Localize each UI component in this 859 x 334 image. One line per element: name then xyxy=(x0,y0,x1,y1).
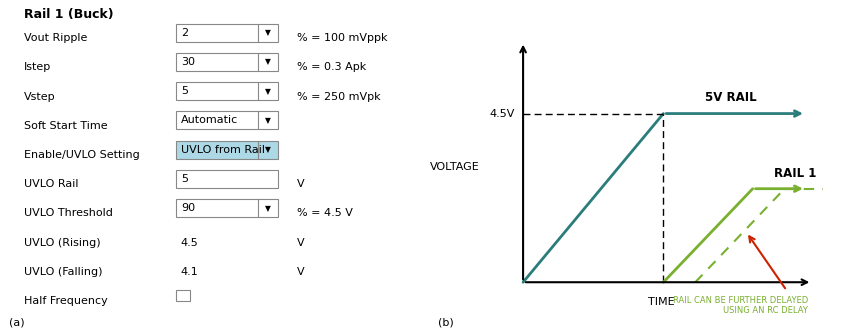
Text: 30: 30 xyxy=(181,57,195,67)
Text: 5: 5 xyxy=(181,86,188,96)
Text: UVLO Rail: UVLO Rail xyxy=(24,179,78,189)
Text: UVLO from Rail: UVLO from Rail xyxy=(181,145,265,155)
Text: V: V xyxy=(297,179,305,189)
Text: ▼: ▼ xyxy=(265,87,271,96)
Text: ▼: ▼ xyxy=(265,28,271,37)
Text: 2: 2 xyxy=(181,28,188,38)
Text: Half Frequency: Half Frequency xyxy=(24,296,107,306)
Text: V: V xyxy=(297,237,305,247)
Text: Vstep: Vstep xyxy=(24,92,56,102)
Bar xyxy=(176,290,190,301)
Text: % = 0.3 Apk: % = 0.3 Apk xyxy=(297,62,367,72)
Text: TIME: TIME xyxy=(648,297,674,307)
Text: % = 4.5 V: % = 4.5 V xyxy=(297,208,353,218)
Text: (a): (a) xyxy=(9,317,24,327)
Text: 5: 5 xyxy=(181,174,188,184)
Bar xyxy=(176,199,277,217)
Text: Soft Start Time: Soft Start Time xyxy=(24,121,107,131)
Text: ▼: ▼ xyxy=(265,116,271,125)
Text: 5V RAIL: 5V RAIL xyxy=(705,91,757,104)
Text: Enable/UVLO Setting: Enable/UVLO Setting xyxy=(24,150,140,160)
Text: RAIL 1: RAIL 1 xyxy=(774,167,816,180)
Text: ▼: ▼ xyxy=(265,145,271,154)
Text: % = 100 mVppk: % = 100 mVppk xyxy=(297,33,387,43)
Text: V: V xyxy=(297,267,305,277)
Text: VOLTAGE: VOLTAGE xyxy=(430,162,480,172)
Bar xyxy=(176,24,277,42)
Text: UVLO (Falling): UVLO (Falling) xyxy=(24,267,102,277)
Text: % = 250 mVpk: % = 250 mVpk xyxy=(297,92,381,102)
Text: UVLO (Rising): UVLO (Rising) xyxy=(24,237,101,247)
Text: 4.5: 4.5 xyxy=(181,237,198,247)
Bar xyxy=(176,82,277,100)
Bar xyxy=(176,141,277,159)
Text: ▼: ▼ xyxy=(265,204,271,212)
Text: (b): (b) xyxy=(438,317,454,327)
Bar xyxy=(176,53,277,71)
Text: 4.1: 4.1 xyxy=(181,267,198,277)
Text: UVLO Threshold: UVLO Threshold xyxy=(24,208,113,218)
Text: 4.5V: 4.5V xyxy=(490,109,515,119)
Bar xyxy=(176,111,277,129)
Text: Istep: Istep xyxy=(24,62,51,72)
Text: ▼: ▼ xyxy=(265,57,271,66)
Text: RAIL CAN BE FURTHER DELAYED
USING AN RC DELAY: RAIL CAN BE FURTHER DELAYED USING AN RC … xyxy=(673,296,808,315)
Text: Vout Ripple: Vout Ripple xyxy=(24,33,88,43)
Text: Automatic: Automatic xyxy=(181,116,238,125)
Text: 90: 90 xyxy=(181,203,195,213)
Text: Rail 1 (Buck): Rail 1 (Buck) xyxy=(24,8,113,21)
Bar xyxy=(176,170,277,188)
